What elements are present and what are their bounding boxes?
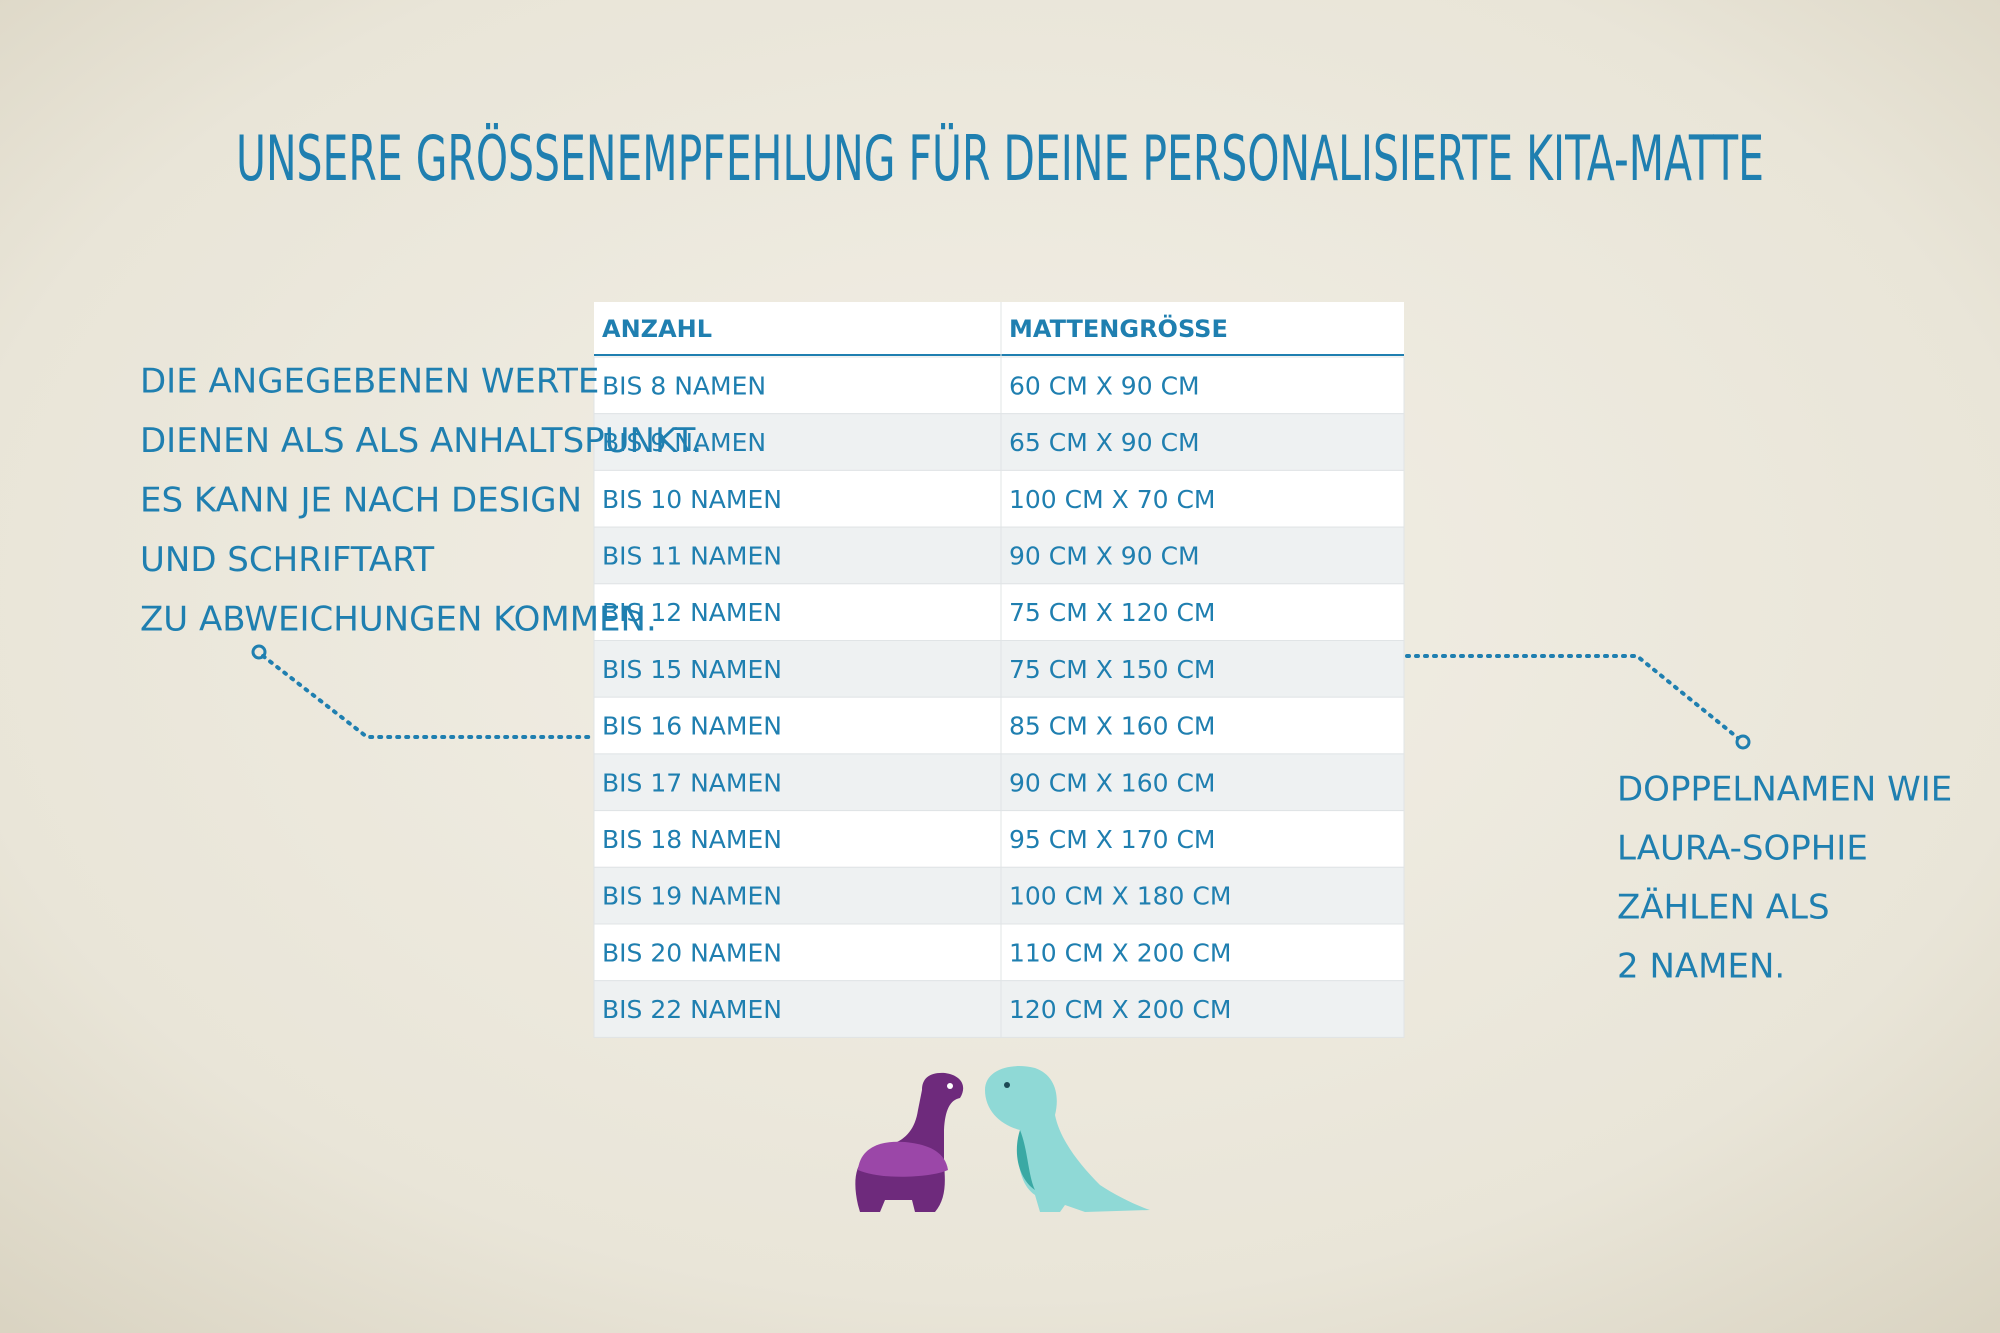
table-cell: 90 CM X 160 CM: [1009, 768, 1216, 797]
table-cell: 65 CM X 90 CM: [1009, 428, 1200, 457]
table-cell: BIS 9 NAMEN: [602, 428, 766, 457]
table-cell: 110 CM X 200 CM: [1009, 938, 1231, 967]
table-cell: BIS 16 NAMEN: [602, 712, 782, 741]
table-cell: 90 CM X 90 CM: [1009, 541, 1200, 570]
table-cell: BIS 12 NAMEN: [602, 598, 782, 627]
table-cell: 95 CM X 170 CM: [1009, 825, 1216, 854]
note-line: ZU ABWEICHUNGEN KOMMEN.: [140, 600, 657, 640]
table-row: [593, 753, 1405, 812]
table-row: [593, 810, 1405, 868]
dino-belly: [1016, 1130, 1035, 1190]
table-row: [593, 923, 1405, 982]
table-cell: 75 CM X 120 CM: [1009, 598, 1216, 627]
table-row: [593, 866, 1405, 925]
table-cell: 75 CM X 150 CM: [1009, 655, 1216, 684]
note-line: DOPPELNAMEN WIE: [1617, 770, 1952, 810]
table-row: [593, 413, 1405, 471]
table-row: [593, 526, 1405, 585]
right-connector: [1405, 654, 1740, 740]
note-line: 2 NAMEN.: [1617, 947, 1785, 987]
table-cell: 100 CM X 70 CM: [1009, 485, 1216, 514]
note-line: DIE ANGEGEBENEN WERTE: [140, 362, 599, 402]
table-header: ANZAHL: [602, 315, 712, 343]
table-cell: 60 CM X 90 CM: [1009, 371, 1200, 400]
table-cell: BIS 22 NAMEN: [602, 995, 782, 1024]
table-cell: 85 CM X 160 CM: [1009, 712, 1216, 741]
dino-body: [855, 1072, 964, 1212]
table: ANZAHL MATTENGRÖSSE BIS 8 NAMEN 60 CM X 90 …: [593, 302, 1405, 1038]
note-line: ZÄHLEN ALS: [1617, 888, 1830, 928]
table-row: [593, 583, 1405, 641]
left-note: DIE ANGEGEBENEN WERTE DIENEN ALS ALS ANHA…: [140, 362, 702, 640]
title: UNSERE GRÖSSENEMPFEHLUNG FÜR DEINE PERSO…: [236, 122, 1764, 195]
table-row: [593, 696, 1405, 755]
table-cell: BIS 8 NAMEN: [602, 371, 766, 400]
note-line: LAURA-SOPHIE: [1617, 829, 1868, 869]
table-cell: BIS 20 NAMEN: [602, 938, 782, 967]
table-cell: BIS 18 NAMEN: [602, 825, 782, 854]
table-cell: 100 CM X 180 CM: [1009, 882, 1231, 911]
left-connector: [261, 654, 596, 739]
right-note: DOPPELNAMEN WIE LAURA-SOPHIE ZÄHLEN ALS 2 N…: [1617, 770, 1952, 987]
table-cell: BIS 17 NAMEN: [602, 768, 782, 797]
table-cell: BIS 19 NAMEN: [602, 882, 782, 911]
note-line: DIENEN ALS ALS ANHALTSPUNKT.: [140, 421, 702, 461]
table-header: MATTENGRÖSSE: [1009, 313, 1228, 343]
table-cell: BIS 10 NAMEN: [602, 485, 782, 514]
table-cell: BIS 11 NAMEN: [602, 541, 782, 570]
dino-eye: [947, 1083, 953, 1089]
right-connector-dot: [1735, 734, 1751, 750]
note-line: UND SCHRIFTART: [140, 540, 434, 580]
teal-dino: [985, 1066, 1150, 1212]
table-row: [593, 980, 1405, 1038]
left-connector-dot: [251, 644, 267, 660]
dino-eye: [1004, 1082, 1010, 1088]
table-cell: BIS 15 NAMEN: [602, 655, 782, 684]
table-cell: 120 CM X 200 CM: [1009, 995, 1231, 1024]
purple-dino: [855, 1072, 964, 1212]
connectors: [261, 654, 1740, 740]
note-line: ES KANN JE NACH DESIGN: [140, 481, 582, 521]
dino-back: [858, 1141, 948, 1177]
